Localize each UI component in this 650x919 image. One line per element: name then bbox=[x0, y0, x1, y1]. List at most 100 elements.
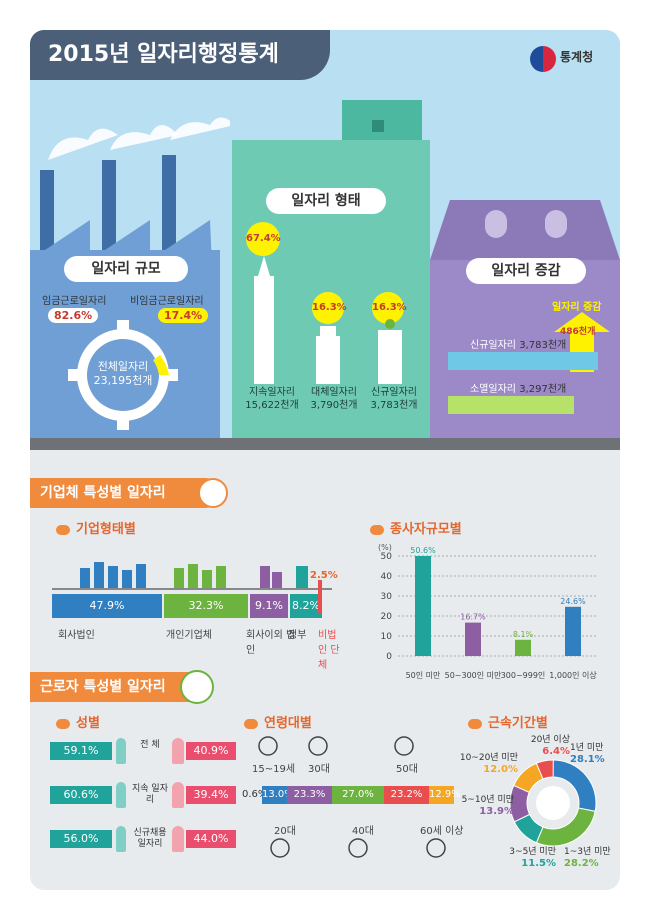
nonwage-label: 비임금근로일자리 bbox=[130, 296, 204, 307]
age-face-icons-bottom bbox=[270, 838, 446, 858]
gear-icon bbox=[68, 320, 178, 430]
infographic-card: 일자리 규모 임금근로일자리 82.6% 비임금근로일자리 17.4% 전체일자… bbox=[30, 30, 620, 890]
tenure-title: 근속기간별 bbox=[488, 716, 548, 731]
pin-icon bbox=[56, 524, 70, 535]
y-tick-label: 20 bbox=[381, 612, 393, 622]
tenure-value: 28.1% bbox=[570, 754, 605, 765]
tenure-range: 1~3년 미만 bbox=[564, 847, 611, 857]
form-title: 일자리 형태 bbox=[266, 188, 386, 214]
form-label-1: 지속일자리 bbox=[249, 387, 295, 398]
type-segment: 32.3% bbox=[164, 594, 248, 618]
size-bar bbox=[415, 556, 431, 656]
male-icon bbox=[116, 826, 126, 852]
total-value: 23,195천개 bbox=[93, 374, 153, 387]
gender-title: 성별 bbox=[76, 716, 100, 731]
size-bar bbox=[465, 622, 481, 656]
tenure-donut bbox=[509, 759, 597, 847]
gender-row-label: 신규채용 일자리 bbox=[133, 828, 167, 849]
pin-icon bbox=[370, 524, 384, 535]
tenure-label: 20년 이상 6.4% bbox=[524, 734, 570, 758]
enterprise-section-label: 기업체 특성별 일자리 bbox=[40, 485, 166, 501]
female-share: 44.0% bbox=[186, 830, 236, 848]
type-bar-axis bbox=[52, 588, 332, 590]
y-tick-label: 40 bbox=[381, 572, 393, 582]
age-segment: 23.3% bbox=[287, 786, 332, 804]
size-value-label: 16.7% bbox=[460, 613, 486, 622]
age-segment: 23.2% bbox=[384, 786, 429, 804]
nonprofit-pct: 2.5% bbox=[310, 570, 338, 581]
gender-rows: 59.1% 전 체 40.9% 60.6% 지속 일자리 39.4% 56.0% 신규채용 일… bbox=[50, 738, 240, 878]
size-value-label: 24.6% bbox=[560, 597, 586, 606]
age-label-teen: 15~19세 bbox=[252, 764, 296, 775]
nonwage-pct: 17.4% bbox=[158, 308, 209, 323]
size-bar bbox=[565, 606, 581, 656]
size-category-label: 50~300인 미만 bbox=[445, 670, 502, 680]
type-label-individual: 개인기업체 bbox=[166, 630, 212, 641]
size-unit-label: (%) bbox=[378, 543, 392, 552]
age-label-30s: 30대 bbox=[308, 764, 330, 775]
y-tick-label: 10 bbox=[381, 632, 393, 642]
new-jobs-bar bbox=[448, 352, 598, 370]
female-share: 39.4% bbox=[186, 786, 236, 804]
pin-icon bbox=[56, 718, 70, 729]
size-value-label: 8.1% bbox=[513, 630, 534, 639]
age-segment: 27.0% bbox=[332, 786, 384, 804]
type-segment: 47.9% bbox=[52, 594, 162, 618]
tenure-range: 20년 이상 bbox=[530, 735, 570, 745]
type-label-other-corp: 회사이외 법인 bbox=[246, 630, 296, 656]
pin-icon bbox=[244, 718, 258, 729]
enterprise-type-bar: 47.9% 32.3% 9.1% 8.2% bbox=[52, 580, 332, 618]
tenure-value: 6.4% bbox=[542, 746, 570, 757]
y-tick-label: 50 bbox=[381, 552, 393, 562]
wage-pct: 82.6% bbox=[48, 308, 99, 323]
type-segment: 9.1% bbox=[250, 594, 288, 618]
type-segment: 8.2% bbox=[290, 594, 322, 618]
scale-title: 일자리 규모 bbox=[64, 256, 188, 282]
size-bar-chart: (%) 0 10 20 30 40 50 50.6% 50인 미만 16.7% 50~300인 미만… bbox=[378, 543, 598, 680]
gender-row-label: 전 체 bbox=[140, 740, 160, 750]
age-title: 연령대별 bbox=[264, 716, 312, 731]
statistics-korea-logo-icon bbox=[530, 46, 556, 72]
tenure-label: 1년 미만 28.1% bbox=[570, 742, 605, 766]
gender-row-label: 지속 일자리 bbox=[132, 784, 168, 805]
age-label-20s: 20대 bbox=[274, 826, 296, 837]
tenure-label: 1~3년 미만 28.2% bbox=[564, 846, 611, 870]
size-title: 종사자규모별 bbox=[390, 522, 462, 537]
type-label-gov: 정부 bbox=[288, 630, 307, 641]
increase-label: 일자리 증감 bbox=[552, 302, 602, 313]
enterprise-section-title: 기업체 특성별 일자리 bbox=[30, 478, 220, 508]
size-category-label: 300~999인 bbox=[501, 670, 546, 680]
increase-arrow-icon bbox=[554, 312, 610, 372]
tenure-value: 13.9% bbox=[479, 806, 514, 817]
age-bar: 0.6% 13.0% 23.3% 27.0% 23.2% 12.9% bbox=[242, 786, 461, 804]
age-label-60s: 60세 이상 bbox=[420, 826, 464, 837]
form-label-3: 신규일자리 bbox=[371, 387, 417, 398]
tenure-range: 5~10년 미만 bbox=[461, 795, 514, 805]
tenure-value: 11.5% bbox=[521, 858, 556, 869]
page-title: 2015년 일자리행정통계 bbox=[30, 30, 330, 80]
female-icon bbox=[172, 782, 184, 808]
type-label-company: 회사법인 bbox=[58, 630, 95, 641]
male-share: 56.0% bbox=[50, 830, 112, 848]
skyline-icons bbox=[80, 562, 308, 588]
male-share: 60.6% bbox=[50, 786, 112, 804]
age-segment: 12.9% bbox=[429, 786, 461, 804]
female-icon bbox=[172, 738, 184, 764]
tenure-value: 12.0% bbox=[483, 764, 518, 775]
form-value-3: 3,783천개 bbox=[370, 400, 418, 411]
y-tick-label: 30 bbox=[381, 592, 393, 602]
lost-value: 3,297천개 bbox=[519, 384, 567, 395]
hourglass-icon bbox=[536, 786, 570, 820]
person-icon bbox=[180, 670, 214, 704]
new-value: 3,783천개 bbox=[519, 340, 567, 351]
ground-strip bbox=[30, 438, 620, 450]
age-label-40s: 40대 bbox=[352, 826, 374, 837]
nonprofit-marker bbox=[318, 580, 322, 614]
lost-label: 소멸일자리 bbox=[470, 384, 516, 395]
lost-jobs-bar bbox=[448, 396, 574, 414]
tenure-label: 3~5년 미만 11.5% bbox=[492, 846, 556, 870]
form-pct-1: 67.4% bbox=[246, 222, 281, 256]
tenure-range: 3~5년 미만 bbox=[509, 847, 556, 857]
form-label-2: 대체일자리 bbox=[311, 387, 357, 398]
female-icon bbox=[172, 826, 184, 852]
